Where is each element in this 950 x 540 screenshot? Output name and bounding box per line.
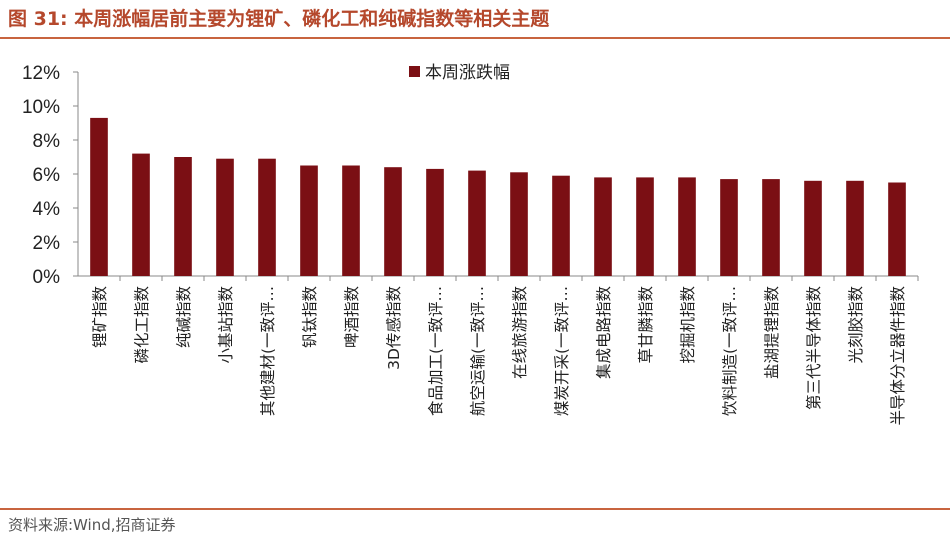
bar [426, 168, 444, 276]
figure-label: 图 31: [8, 8, 68, 30]
bar [300, 165, 318, 276]
figure-title: 图 31: 本周涨幅居前主要为锂矿、磷化工和纯碱指数等相关主题 [8, 4, 549, 31]
bar [846, 180, 864, 276]
category-label: 其他建材(一致评… [259, 286, 277, 416]
footer-rule [0, 508, 950, 510]
category-label: 集成电路指数 [595, 286, 613, 380]
bar [216, 158, 234, 276]
category-label: 磷化工指数 [133, 286, 151, 364]
bar [888, 182, 906, 276]
y-tick-label: 2% [33, 233, 61, 254]
category-label: 钒钛指数 [301, 286, 319, 349]
category-label: 第三代半导体指数 [805, 286, 823, 411]
category-label: 草甘膦指数 [637, 286, 655, 364]
category-label: 食品加工(一致评… [427, 286, 445, 416]
bar [552, 175, 570, 276]
legend-swatch [409, 66, 420, 77]
bar [90, 117, 108, 277]
category-label: 航空运输(一致评… [469, 286, 487, 416]
y-tick-label: 4% [33, 199, 61, 220]
y-tick-label: 0% [33, 267, 61, 288]
source-note: 资料来源:Wind,招商证券 [8, 516, 176, 534]
category-label: 纯碱指数 [175, 286, 193, 349]
bar-chart: 0% 2% 4% 6% 8% 10% 12% 锂矿指数 磷化工指数 纯碱指数 小基站指数 其他建材(一… [22, 63, 919, 426]
bar [720, 179, 738, 276]
bar [468, 170, 486, 276]
category-label: 饮料制造(一致评… [721, 286, 739, 416]
bar [678, 177, 696, 276]
category-label: 挖掘机指数 [679, 286, 697, 364]
category-label: 半导体分立器件指数 [889, 286, 907, 426]
bar [636, 177, 654, 276]
bar [132, 153, 150, 276]
bar [594, 177, 612, 276]
y-tick-label: 12% [22, 63, 60, 84]
bar [510, 172, 528, 276]
y-tick-label: 8% [33, 131, 61, 152]
category-label: 小基站指数 [217, 286, 235, 364]
bar [258, 158, 276, 276]
y-tick-label: 6% [33, 165, 61, 186]
legend-label: 本周涨跌幅 [425, 63, 510, 83]
bar [174, 157, 192, 276]
title-rule [0, 37, 950, 39]
category-label: 光刻胶指数 [847, 286, 865, 364]
category-label: 盐湖提锂指数 [763, 286, 781, 380]
category-label: 煤炭开采(一致评… [553, 286, 571, 416]
bar [804, 180, 822, 276]
category-label: 啤酒指数 [343, 286, 361, 349]
category-label: 锂矿指数 [91, 286, 109, 349]
category-label: 3D传感指数 [385, 286, 403, 370]
bar [384, 167, 402, 276]
bar [762, 179, 780, 276]
category-label: 在线旅游指数 [511, 286, 529, 380]
y-tick-label: 10% [22, 97, 60, 118]
bar [342, 165, 360, 276]
figure-title-text: 本周涨幅居前主要为锂矿、磷化工和纯碱指数等相关主题 [74, 8, 550, 30]
